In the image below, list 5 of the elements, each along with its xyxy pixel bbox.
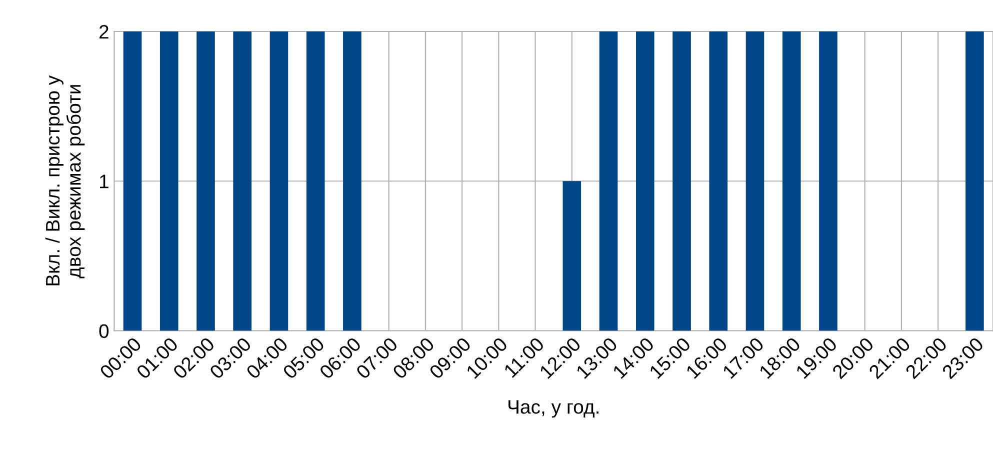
y-tick-label: 2: [100, 24, 108, 39]
y-tick-label: 1: [100, 174, 108, 188]
x-axis-title: Час, у год.: [508, 400, 598, 418]
y-tick-label: 0: [99, 324, 109, 338]
y-axis-title: Вкл. / Викл. пристрою у двох режимах роботи: [45, 75, 85, 286]
